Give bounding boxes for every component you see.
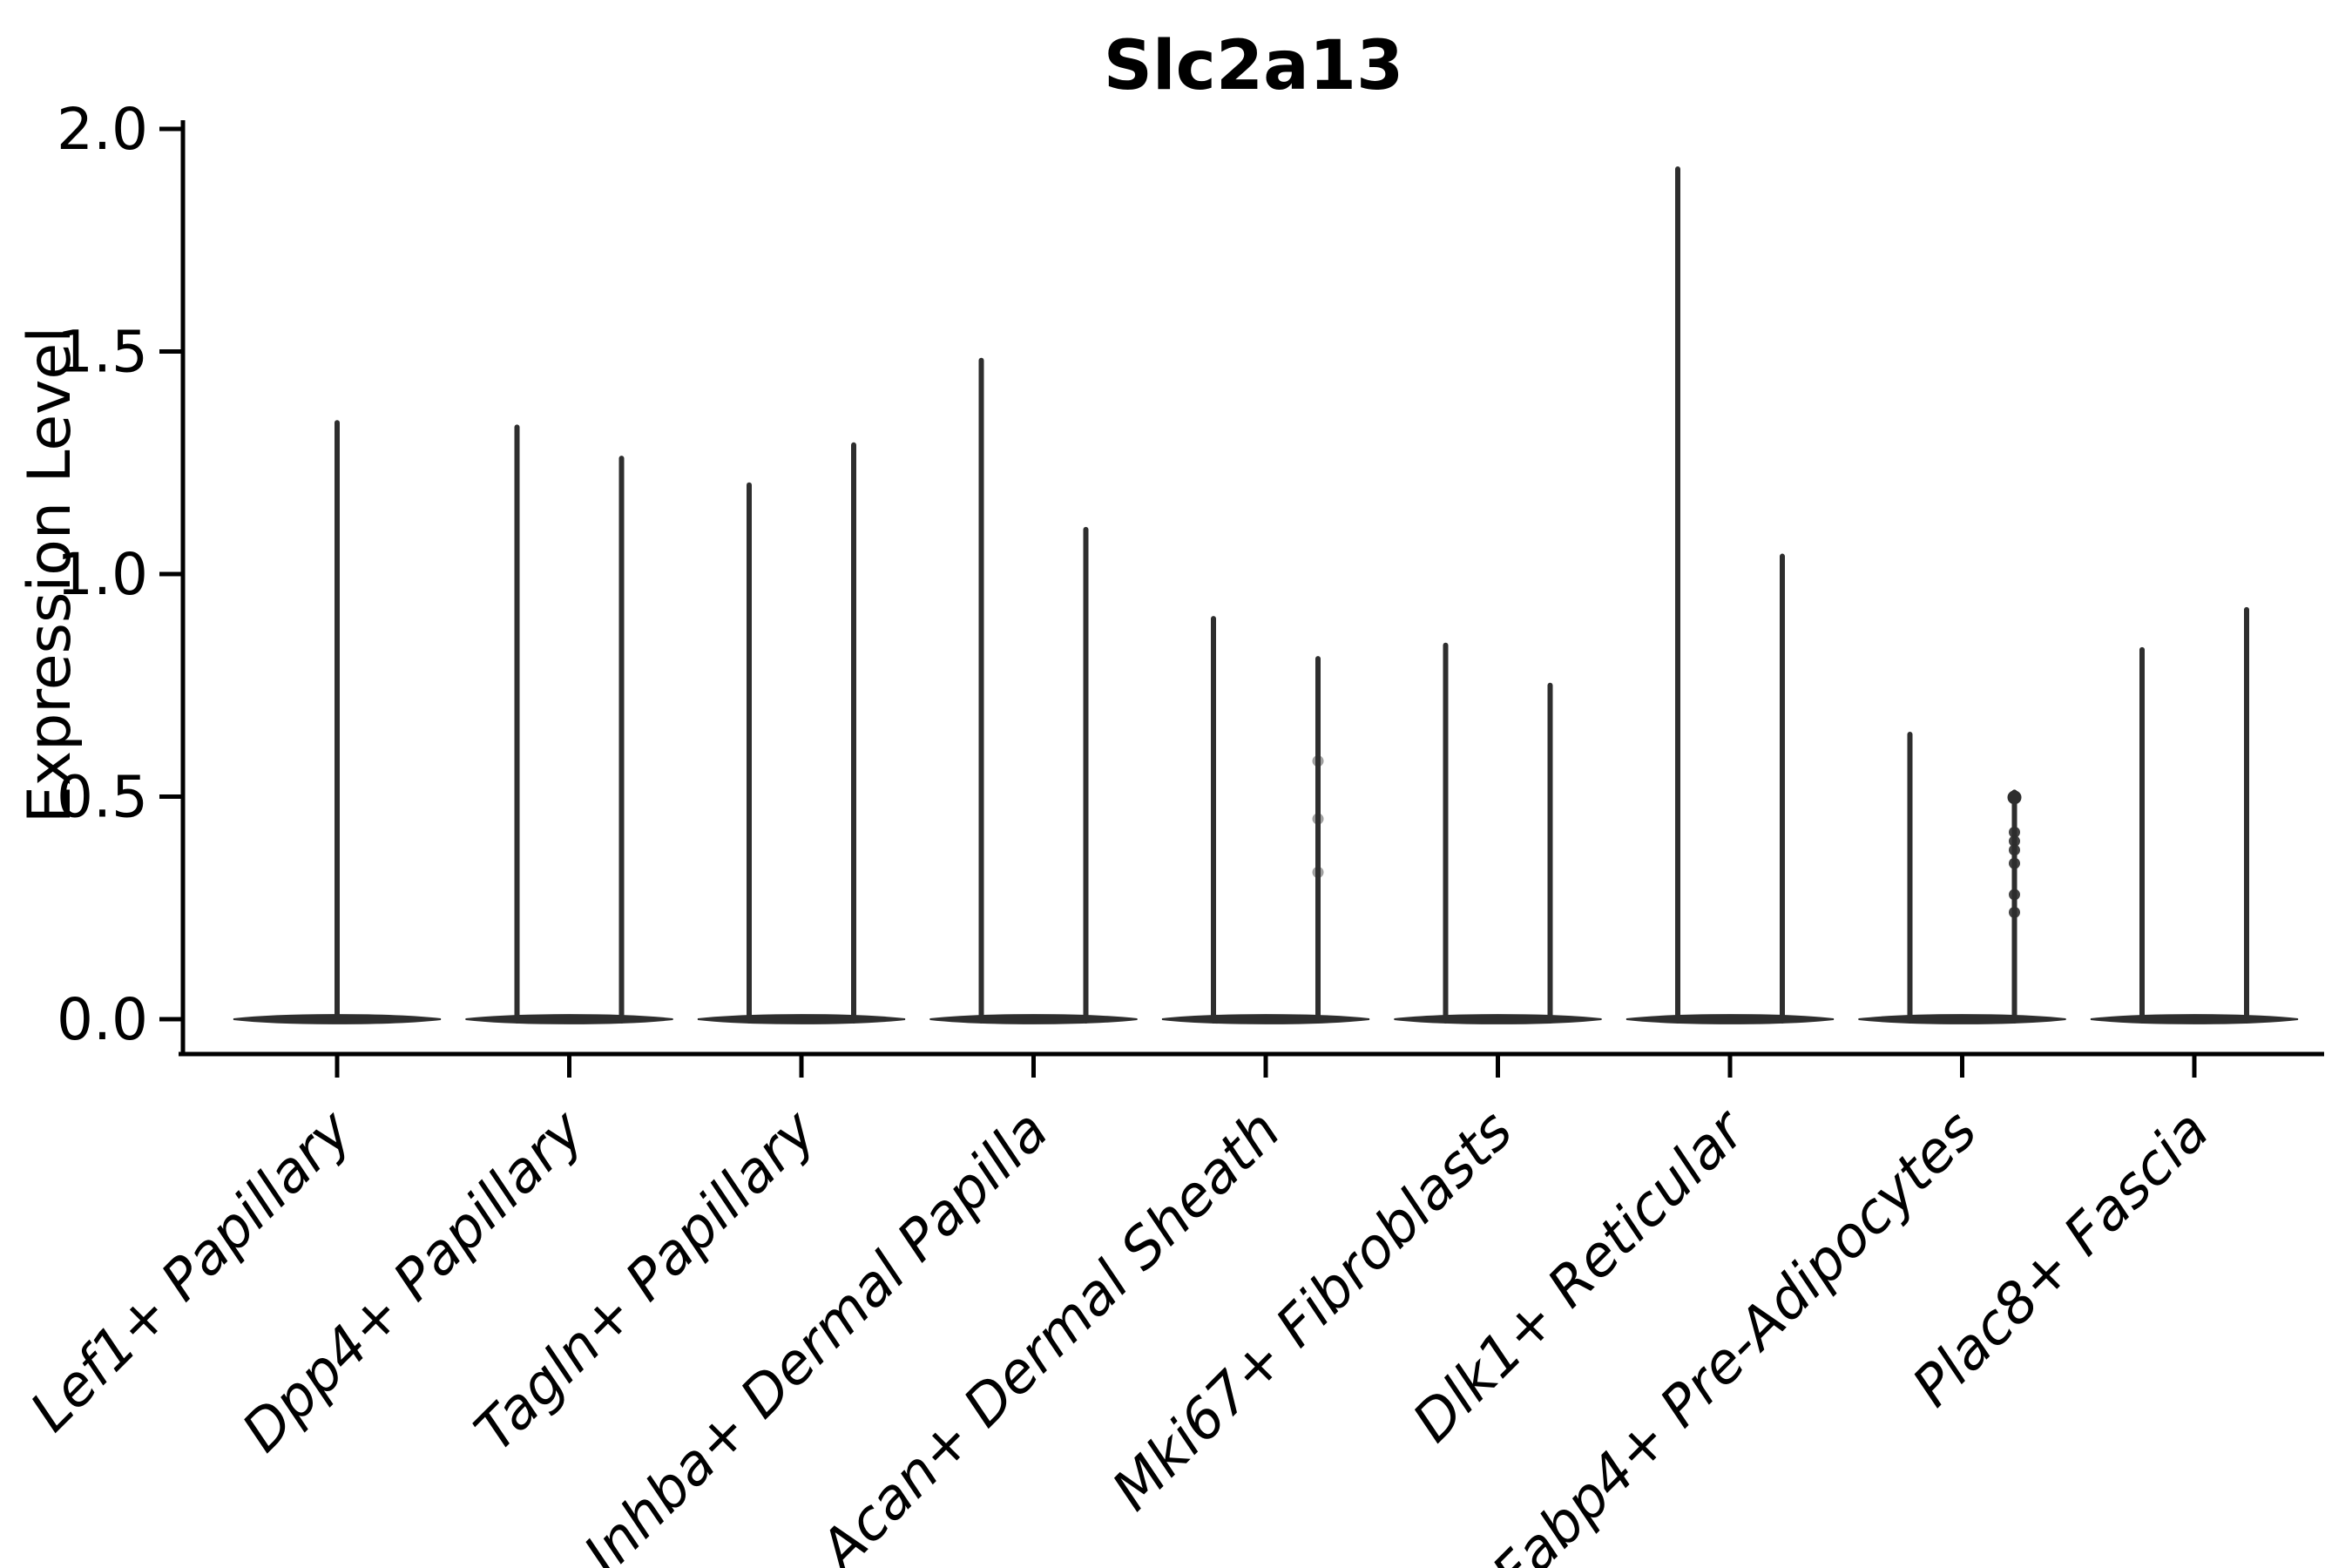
y-tick-label: 2.0 [57,96,148,163]
violin-base [1858,1014,2066,1024]
jitter-point [2009,889,2020,901]
y-tick-label: 0.0 [57,986,148,1053]
x-tick-label: Acan+ Dermal Sheath [806,1098,1293,1568]
violin-group [1394,642,1602,1024]
x-tick-label: Inhba+ Dermal Papilla [572,1098,1061,1568]
jitter-point [2009,835,2020,848]
jitter-point [2009,906,2020,918]
violin-base [697,1014,906,1024]
axes: 0.0 0.5 1.0 1.5 2.0 [57,96,2324,1078]
violin-base [929,1014,1138,1024]
jitter-point [1312,866,1324,878]
violin-group [1161,616,1370,1024]
violin-base [1394,1014,1602,1024]
violin-top-point [2007,790,2022,805]
violin-group [465,424,673,1024]
violin-group [697,442,906,1024]
violin-group [233,420,442,1024]
jitter-point [2009,857,2020,869]
violin-group [1858,731,2066,1024]
y-tick-label: 0.5 [57,764,148,831]
violin-base [465,1014,673,1024]
jitter-point [2009,826,2020,838]
chart-title: Slc2a13 [1104,27,1404,105]
violin-base [1161,1014,1370,1024]
y-tick-label: 1.5 [57,319,148,386]
x-tick-label: Mki67+ Fibroblasts [1100,1098,1525,1524]
violin-group [1625,166,1835,1024]
jitter-point [1312,755,1324,767]
y-axis-label: Expression Level [16,327,84,823]
jitter-point [1312,813,1324,825]
violins-layer [233,166,2299,1024]
violin-base [2090,1014,2299,1024]
violin-group [929,357,1138,1024]
y-tick-label: 1.0 [57,541,148,608]
violin-base [1625,1014,1835,1024]
jitter-point [2009,844,2020,856]
violin-group [2090,606,2299,1024]
